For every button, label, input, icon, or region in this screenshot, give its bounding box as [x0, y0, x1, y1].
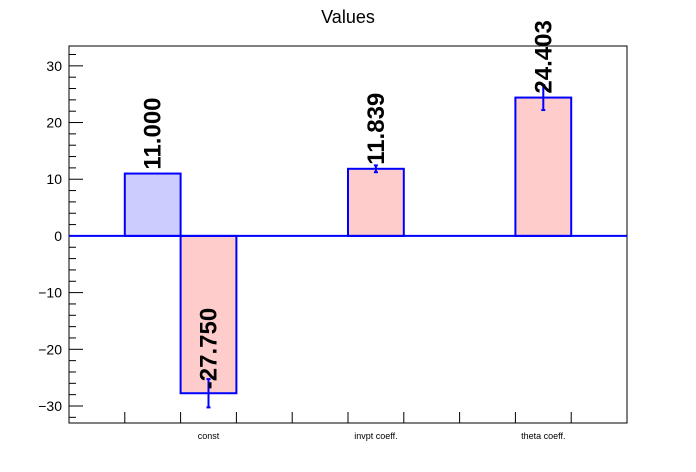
error-bars	[206, 84, 546, 409]
value-label: 11.839	[363, 93, 390, 165]
y-tick-label: 20	[46, 115, 62, 131]
value-label: 11.000	[140, 97, 167, 169]
bars	[123, 96, 573, 395]
y-tick-label: 10	[46, 171, 62, 187]
bar	[123, 172, 182, 237]
x-tick-label: invpt coeff.	[354, 431, 397, 441]
y-tick-label: −20	[38, 341, 62, 357]
value-label: -27.750	[196, 308, 223, 389]
x-axis: const invpt coeff. theta coeff.	[124, 412, 572, 441]
y-tick-label: −30	[38, 398, 62, 414]
x-tick-label: theta coeff.	[521, 431, 565, 441]
y-axis: −30 −20 −10 0 10 20 30	[38, 54, 83, 418]
bar	[514, 96, 573, 237]
chart-title: Values	[321, 7, 375, 27]
x-tick-label: const	[198, 431, 220, 441]
value-label: 24.403	[530, 20, 557, 93]
y-tick-label: 30	[46, 58, 62, 74]
bar	[347, 167, 405, 237]
value-labels: 11.000 -27.750 11.839 24.403	[140, 20, 558, 389]
y-tick-label: 0	[54, 228, 62, 244]
y-tick-label: −10	[38, 285, 62, 301]
